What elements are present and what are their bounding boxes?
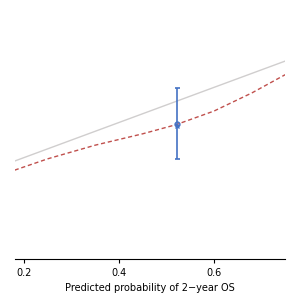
X-axis label: Predicted probability of 2−year OS: Predicted probability of 2−year OS xyxy=(65,283,235,293)
